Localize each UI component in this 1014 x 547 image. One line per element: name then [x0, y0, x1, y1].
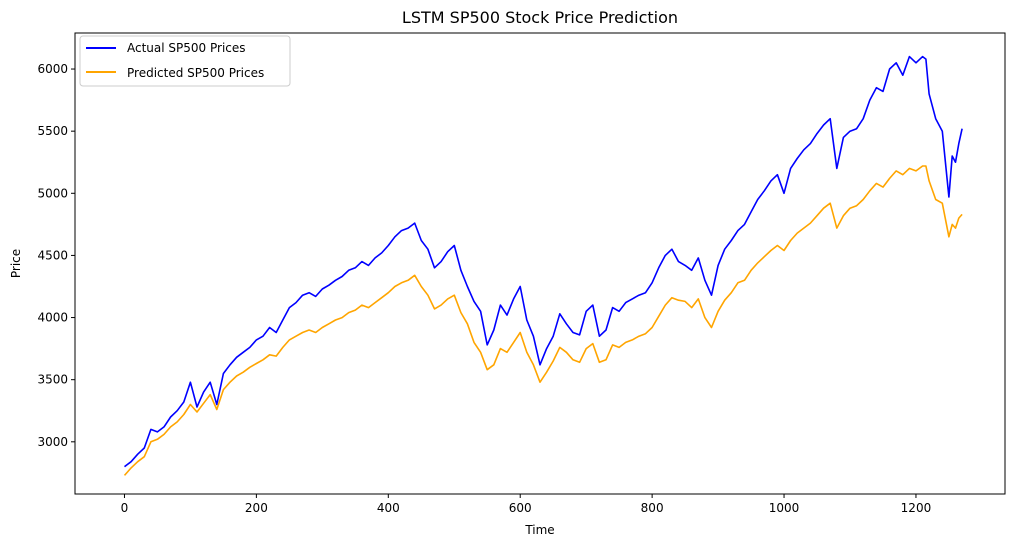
legend: Actual SP500 Prices Predicted SP500 Pric… [79, 35, 291, 87]
legend-box [79, 35, 291, 87]
y-tick-label: 4500 [37, 248, 68, 262]
legend-label-actual: Actual SP500 Prices [127, 41, 246, 55]
y-tick-label: 5000 [37, 186, 68, 200]
series-line-actual [124, 55, 963, 468]
x-axis: 0 200 400 600 800 1000 1200 [121, 494, 932, 515]
series-layer [123, 55, 963, 476]
chart-title: LSTM SP500 Stock Price Prediction [402, 8, 678, 27]
y-tick-label: 4000 [37, 311, 68, 325]
legend-label-predicted: Predicted SP500 Prices [127, 66, 264, 80]
y-axis-title: Price [9, 249, 23, 278]
x-tick-label: 200 [245, 501, 268, 515]
y-tick-label: 6000 [37, 62, 68, 76]
series-line-predicted [123, 165, 963, 476]
y-tick-label: 5500 [37, 124, 68, 138]
y-tick-label: 3500 [37, 373, 68, 387]
x-tick-label: 1200 [901, 501, 932, 515]
x-tick-label: 1000 [769, 501, 800, 515]
x-tick-label: 400 [377, 501, 400, 515]
y-axis: 3000 3500 4000 4500 5000 5500 6000 [37, 62, 75, 449]
x-tick-label: 0 [121, 501, 129, 515]
y-tick-label: 3000 [37, 435, 68, 449]
x-axis-title: Time [524, 523, 554, 537]
x-tick-label: 800 [641, 501, 664, 515]
plot-area-frame [74, 32, 1006, 495]
x-tick-label: 600 [509, 501, 532, 515]
